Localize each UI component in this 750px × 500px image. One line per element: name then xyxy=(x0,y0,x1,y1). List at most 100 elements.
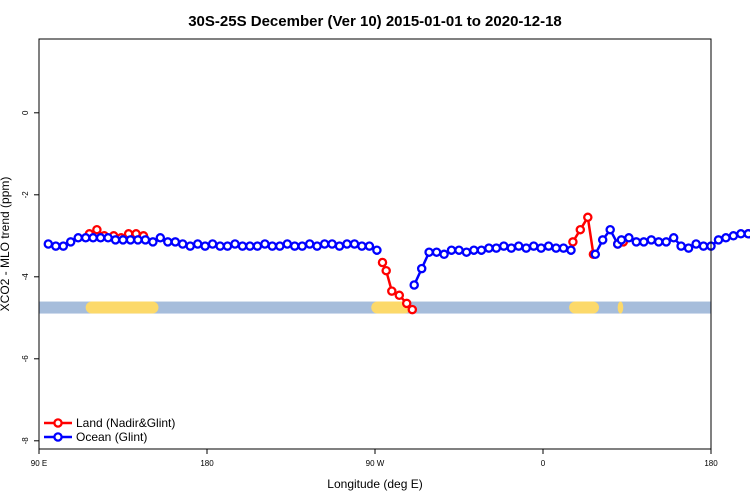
data-point xyxy=(275,241,285,251)
data-point xyxy=(334,241,345,251)
data-point xyxy=(312,241,322,251)
x-tick-label: 0 xyxy=(541,459,546,468)
data-point xyxy=(506,243,517,253)
x-axis: 90 E 180 90 W 0 180 xyxy=(31,449,718,468)
data-point xyxy=(163,237,173,247)
data-point xyxy=(80,233,91,243)
data-point xyxy=(118,235,128,245)
data-point xyxy=(597,235,608,245)
data-point xyxy=(237,241,248,251)
data-point xyxy=(743,229,750,239)
data-point xyxy=(461,247,472,257)
data-point xyxy=(575,224,586,235)
data-point xyxy=(364,241,375,251)
data-point xyxy=(381,265,391,276)
legend-marker xyxy=(53,418,63,428)
data-point xyxy=(58,241,69,251)
data-point xyxy=(177,239,188,249)
data-point xyxy=(469,245,479,255)
data-point xyxy=(349,239,360,249)
data-point xyxy=(260,239,270,249)
data-point xyxy=(536,243,546,253)
data-point xyxy=(631,237,642,247)
data-point xyxy=(416,263,427,274)
data-point xyxy=(431,247,442,257)
data-point xyxy=(327,239,337,249)
data-point xyxy=(454,245,464,255)
chart-title: 30S-25S December (Ver 10) 2015-01-01 to … xyxy=(188,13,562,30)
data-point xyxy=(110,235,121,245)
series-points xyxy=(43,212,750,315)
data-point xyxy=(133,235,143,245)
data-point xyxy=(342,239,352,249)
data-point xyxy=(304,239,315,249)
data-point xyxy=(387,286,397,296)
data-point xyxy=(668,233,679,243)
data-point xyxy=(691,239,701,249)
y-axis-label: XCO2 - MLO trend (ppm) xyxy=(0,177,12,312)
data-point xyxy=(252,241,263,251)
data-point xyxy=(207,239,218,249)
data-point xyxy=(95,233,106,243)
data-point xyxy=(568,237,578,247)
data-point xyxy=(590,249,601,260)
x-tick-label: 90 E xyxy=(31,459,47,468)
data-point xyxy=(65,237,76,247)
data-point xyxy=(683,243,694,253)
x-axis-label: Longitude (deg E) xyxy=(327,477,422,491)
y-tick-label: -4 xyxy=(21,273,30,281)
data-point xyxy=(446,245,457,255)
data-point xyxy=(551,243,561,253)
land-band xyxy=(85,301,159,314)
x-tick-label: 90 W xyxy=(366,459,385,468)
data-point xyxy=(513,241,524,251)
data-point xyxy=(605,224,615,235)
y-tick-label: -6 xyxy=(21,355,30,363)
data-point xyxy=(192,239,203,249)
data-point xyxy=(377,257,388,268)
data-point xyxy=(407,304,418,315)
data-point xyxy=(424,247,434,257)
data-point xyxy=(639,237,649,247)
data-point xyxy=(43,239,54,249)
data-point xyxy=(319,239,330,249)
data-point xyxy=(148,237,158,247)
data-point xyxy=(73,233,83,243)
data-point xyxy=(728,231,739,241)
data-point xyxy=(125,235,136,245)
data-point xyxy=(245,241,255,251)
data-point xyxy=(499,241,509,251)
data-point xyxy=(646,235,657,245)
data-point xyxy=(170,237,181,247)
data-point xyxy=(372,245,382,255)
data-point xyxy=(103,233,113,243)
series-line xyxy=(594,228,619,255)
legend-label: Ocean (Glint) xyxy=(76,430,147,444)
data-point xyxy=(558,243,569,253)
data-point xyxy=(92,224,102,235)
data-point xyxy=(566,245,576,255)
data-point xyxy=(721,233,731,243)
data-point xyxy=(215,241,225,251)
data-point xyxy=(140,235,151,245)
data-point xyxy=(676,241,686,251)
data-point xyxy=(401,298,412,309)
legend-marker xyxy=(53,432,63,442)
data-point xyxy=(439,249,449,260)
x-tick-label: 180 xyxy=(200,459,214,468)
data-point xyxy=(267,241,278,251)
data-point xyxy=(289,241,300,251)
data-point xyxy=(88,233,98,243)
data-point xyxy=(357,241,367,251)
data-point xyxy=(698,241,709,251)
data-point xyxy=(51,241,61,251)
y-axis: 0 -2 -4 -6 -8 xyxy=(21,110,39,444)
data-point xyxy=(583,212,593,223)
data-point xyxy=(521,243,531,253)
x-tick-label: 180 xyxy=(704,459,718,468)
land-band xyxy=(617,301,624,314)
data-point xyxy=(491,243,502,253)
data-point xyxy=(185,241,195,251)
data-point xyxy=(200,241,210,251)
